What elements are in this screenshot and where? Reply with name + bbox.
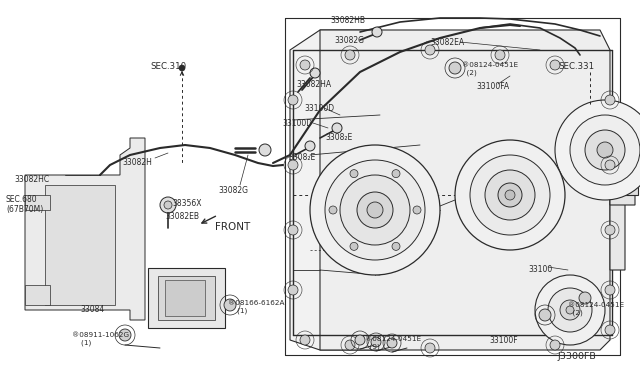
Text: 33082HA: 33082HA — [296, 80, 331, 89]
Circle shape — [485, 170, 535, 220]
Polygon shape — [158, 276, 215, 320]
Text: ®08911-1062G
    (1): ®08911-1062G (1) — [72, 332, 129, 346]
Circle shape — [387, 338, 397, 348]
Circle shape — [329, 206, 337, 214]
Text: 33100F: 33100F — [489, 336, 518, 345]
Circle shape — [605, 285, 615, 295]
Circle shape — [392, 243, 400, 250]
Circle shape — [288, 285, 298, 295]
Polygon shape — [45, 185, 115, 305]
Circle shape — [325, 160, 425, 260]
Circle shape — [550, 60, 560, 70]
Text: SEC.310: SEC.310 — [150, 62, 186, 71]
Circle shape — [300, 335, 310, 345]
Text: ®08166-6162A
    (1): ®08166-6162A (1) — [228, 300, 285, 314]
Circle shape — [425, 45, 435, 55]
Circle shape — [449, 62, 461, 74]
Polygon shape — [610, 100, 625, 270]
Circle shape — [535, 275, 605, 345]
Text: ®08124-0451E
  (2): ®08124-0451E (2) — [568, 302, 624, 315]
Text: 33082G: 33082G — [218, 186, 248, 195]
Circle shape — [498, 183, 522, 207]
Circle shape — [355, 335, 365, 345]
Circle shape — [548, 288, 592, 332]
Circle shape — [367, 202, 383, 218]
Circle shape — [470, 155, 550, 235]
Circle shape — [350, 243, 358, 250]
Text: 33082EB: 33082EB — [165, 212, 199, 221]
Circle shape — [579, 292, 591, 304]
Circle shape — [570, 115, 640, 185]
Text: 33100D: 33100D — [282, 119, 312, 128]
Circle shape — [413, 206, 421, 214]
Text: 33100D: 33100D — [304, 104, 334, 113]
Circle shape — [288, 95, 298, 105]
Text: 33082HB: 33082HB — [330, 16, 365, 25]
Circle shape — [332, 123, 342, 133]
Circle shape — [585, 130, 625, 170]
Text: ®08124-0451E
  (9): ®08124-0451E (9) — [365, 336, 421, 350]
Text: SEC.331: SEC.331 — [558, 62, 594, 71]
Circle shape — [259, 144, 271, 156]
Circle shape — [300, 60, 310, 70]
Circle shape — [455, 140, 565, 250]
Circle shape — [597, 142, 613, 158]
Text: 33100FA: 33100FA — [476, 82, 509, 91]
Circle shape — [345, 50, 355, 60]
Circle shape — [345, 340, 355, 350]
Circle shape — [605, 160, 615, 170]
Circle shape — [605, 95, 615, 105]
Circle shape — [305, 141, 315, 151]
Polygon shape — [610, 100, 625, 130]
Circle shape — [288, 160, 298, 170]
Text: 33082G: 33082G — [334, 36, 364, 45]
Circle shape — [119, 329, 131, 341]
Circle shape — [340, 175, 410, 245]
Text: 33082HC: 33082HC — [14, 175, 49, 184]
Polygon shape — [25, 195, 50, 210]
Circle shape — [425, 343, 435, 353]
Polygon shape — [610, 135, 635, 205]
Polygon shape — [625, 155, 638, 195]
Circle shape — [539, 309, 551, 321]
Polygon shape — [165, 280, 205, 316]
Polygon shape — [25, 285, 50, 305]
Circle shape — [164, 201, 172, 209]
Circle shape — [566, 306, 574, 314]
Circle shape — [288, 225, 298, 235]
Text: SEC.680
(67B70M): SEC.680 (67B70M) — [6, 195, 44, 214]
Polygon shape — [148, 268, 225, 328]
Text: 3308₂E: 3308₂E — [325, 133, 352, 142]
Circle shape — [350, 170, 358, 177]
Text: J3300FB: J3300FB — [558, 352, 596, 361]
Text: 33082EA: 33082EA — [430, 38, 464, 47]
Polygon shape — [290, 30, 380, 350]
Text: FRONT: FRONT — [215, 222, 250, 232]
Text: ®08124-0451E
  (2): ®08124-0451E (2) — [462, 62, 518, 76]
Text: 33082H: 33082H — [122, 158, 152, 167]
Circle shape — [605, 225, 615, 235]
Circle shape — [179, 65, 185, 71]
Circle shape — [357, 192, 393, 228]
Circle shape — [372, 27, 382, 37]
Circle shape — [560, 300, 580, 320]
Circle shape — [550, 340, 560, 350]
Circle shape — [371, 337, 381, 347]
Circle shape — [605, 325, 615, 335]
Circle shape — [160, 197, 176, 213]
Circle shape — [392, 170, 400, 177]
Text: 3308₂E: 3308₂E — [288, 153, 316, 162]
Text: 33084: 33084 — [80, 305, 104, 314]
Circle shape — [505, 190, 515, 200]
Circle shape — [224, 299, 236, 311]
Circle shape — [495, 50, 505, 60]
Circle shape — [555, 100, 640, 200]
Circle shape — [310, 68, 320, 78]
Text: 38356X: 38356X — [172, 199, 202, 208]
Text: 33100: 33100 — [528, 265, 552, 274]
Polygon shape — [320, 30, 610, 350]
Circle shape — [310, 145, 440, 275]
Polygon shape — [25, 138, 145, 320]
